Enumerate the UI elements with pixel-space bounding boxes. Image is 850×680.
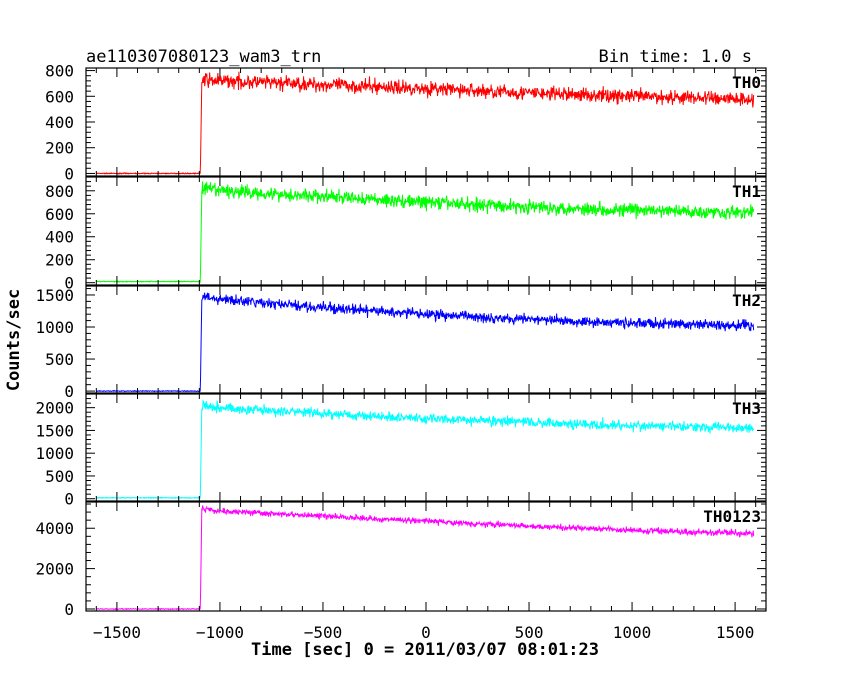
x-tick-label: −1000 (196, 623, 244, 642)
y-tick-label: 0 (64, 164, 74, 183)
y-tick-label: 600 (45, 87, 74, 106)
y-tick-label: 200 (45, 139, 74, 158)
series-line-th2 (96, 292, 755, 393)
panel-frame (85, 393, 767, 502)
y-tick-label: 1000 (35, 318, 74, 337)
panel-stack: 0 200 400 600 800 TH0 0 200 400 600 800 TH1 0 500 1000… (35, 62, 767, 642)
x-tick-label: −500 (304, 623, 343, 642)
panel-frame (85, 176, 767, 286)
x-tick-label: 1000 (613, 623, 652, 642)
x-tick-label: 0 (421, 623, 431, 642)
panel-th1: 0 200 400 600 800 TH1 (45, 176, 767, 293)
y-tick-label: 2000 (35, 560, 74, 579)
y-axis-label: Counts/sec (4, 289, 24, 391)
series-label-th1: TH1 (732, 182, 761, 201)
panel-th3: 0 500 1000 1500 2000 TH3 (35, 393, 767, 509)
series-label-th0123: TH0123 (703, 507, 761, 526)
panel-frame (85, 285, 767, 394)
y-tick-label: 1500 (35, 421, 74, 440)
y-tick-label: 200 (45, 251, 74, 270)
y-tick-label: 500 (45, 467, 74, 486)
chart-title: ae110307080123_wam3_trn (86, 47, 321, 67)
y-tick-label: 0 (64, 274, 74, 293)
y-tick-label: 0 (64, 382, 74, 401)
y-tick-label: 0 (64, 490, 74, 509)
series-label-th2: TH2 (732, 291, 761, 310)
y-tick-label: 400 (45, 228, 74, 247)
y-tick-label: 1500 (35, 286, 74, 305)
panel-frame (85, 501, 767, 612)
y-tick-label: 0 (64, 600, 74, 619)
panel-th0123: 0 2000 4000 TH0123 (35, 501, 767, 619)
panel-frame (85, 67, 767, 177)
series-label-th0: TH0 (732, 73, 761, 92)
y-tick-label: 800 (45, 182, 74, 201)
series-line-th3 (95, 399, 755, 500)
y-tick-label: 800 (45, 62, 74, 81)
x-tick-label: 500 (515, 623, 544, 642)
y-tick-label: 2000 (35, 399, 74, 418)
series-line-th0123 (96, 505, 755, 611)
panel-th0: 0 200 400 600 800 TH0 (45, 62, 767, 183)
y-tick-label: 1000 (35, 444, 74, 463)
x-tick-label: 1500 (716, 623, 755, 642)
x-axis-label: Time [sec] 0 = 2011/03/07 08:01:23 (251, 640, 599, 660)
x-tick-label: −1500 (93, 623, 141, 642)
y-tick-label: 400 (45, 113, 74, 132)
series-line-th0 (95, 71, 755, 176)
panel-th2: 0 500 1000 1500 TH2 (35, 285, 767, 401)
series-label-th3: TH3 (732, 399, 761, 418)
y-tick-label: 600 (45, 205, 74, 224)
y-tick-label: 4000 (35, 519, 74, 538)
y-tick-label: 500 (45, 350, 74, 369)
chart-subtitle: Bin time: 1.0 s (598, 47, 752, 67)
series-line-th1 (96, 181, 755, 284)
